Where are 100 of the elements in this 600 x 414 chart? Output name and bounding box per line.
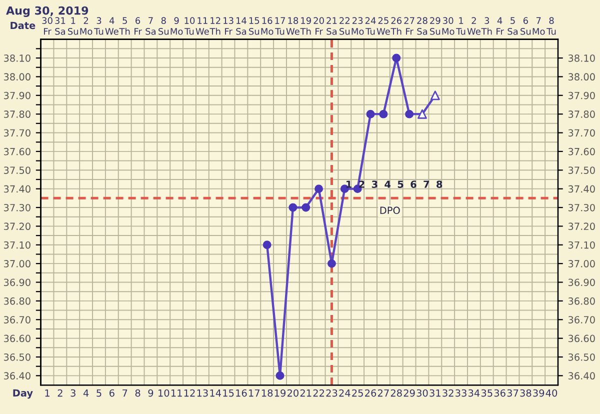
x2-tick-label: 1 Tu xyxy=(456,17,466,35)
x2-tick-label: 23 Mo xyxy=(352,17,364,35)
x-tick-label: 37 xyxy=(507,389,518,397)
x2-tick-label: 4 Fr xyxy=(496,17,504,35)
y2-tick-label: 37.40 xyxy=(568,185,595,193)
annotation: DPO xyxy=(380,206,400,214)
x2-tick-label: 6 Fr xyxy=(134,17,142,35)
x2-tick-label: 1 Su xyxy=(68,17,78,35)
y-tick-label: 37.00 xyxy=(4,260,30,268)
y-tick-label: 37.20 xyxy=(4,222,30,230)
point xyxy=(379,110,388,118)
x2-tick-label: 3 Th xyxy=(481,17,492,35)
y2-tick-label: 37.10 xyxy=(568,241,595,249)
x2-tick-label: 16 Mo xyxy=(261,17,274,35)
x-tick-label: 35 xyxy=(481,389,492,397)
y-tick-label: 37.90 xyxy=(4,92,30,100)
y-tick-label: 37.60 xyxy=(4,148,30,156)
x-tick-label: 21 xyxy=(300,389,312,397)
x-tick-label: 18 xyxy=(262,389,273,397)
x-tick-label: 17 xyxy=(249,389,260,397)
y-tick-label: 36.80 xyxy=(4,297,30,305)
y2-tick-label: 37.50 xyxy=(568,166,595,174)
x2-tick-label: 2 We xyxy=(467,17,480,35)
x2-tick-label: 4 We xyxy=(105,17,118,35)
y2-tick-label: 37.30 xyxy=(568,204,595,212)
x2-tick-label: 5 Sa xyxy=(508,17,518,35)
y2-tick-label: 36.60 xyxy=(568,334,595,342)
y2-tick-label: 36.90 xyxy=(568,278,595,286)
y2-tick-label: 37.70 xyxy=(568,129,595,137)
y2-tick-label: 37.80 xyxy=(568,110,595,118)
x-tick-label: 26 xyxy=(365,389,376,397)
x2-tick-label: 12 Th xyxy=(210,17,220,35)
x2-tick-label: 10 Tu xyxy=(184,17,195,35)
x-tick-label: 34 xyxy=(468,389,480,397)
y-tick-label: 36.60 xyxy=(4,334,30,342)
x2-tick-label: 18 We xyxy=(286,17,300,35)
x2-tick-label: 11 We xyxy=(196,17,209,35)
y2-tick-label: 37.90 xyxy=(568,92,595,100)
y2-tick-label: 36.50 xyxy=(568,353,595,361)
x-tick-label: 29 xyxy=(404,389,415,397)
point xyxy=(430,90,440,100)
x2-tick-label: 27 Fr xyxy=(404,17,414,35)
point xyxy=(417,109,427,119)
x2-axis-title: Date xyxy=(10,22,36,30)
x-tick-label: 3 xyxy=(70,389,76,397)
y-tick-label: 37.40 xyxy=(4,185,30,193)
x2-tick-label: 24 Tu xyxy=(365,17,376,35)
y-tick-label: 37.10 xyxy=(4,241,30,249)
x2-tick-label: 7 Mo xyxy=(532,17,545,35)
x-tick-label: 20 xyxy=(287,389,298,397)
point xyxy=(327,259,336,268)
x-tick-label: 5 xyxy=(96,389,102,397)
x2-tick-label: 8 Tu xyxy=(546,17,556,35)
y2-tick-label: 38.00 xyxy=(568,73,595,81)
x2-tick-label: 29 Su xyxy=(430,17,440,35)
x2-tick-label: 31 Sa xyxy=(55,17,66,35)
point xyxy=(392,54,401,62)
annotation: 1 xyxy=(346,180,352,188)
x-tick-label: 40 xyxy=(546,389,558,397)
x2-tick-label: 30 Fr xyxy=(42,17,52,35)
x-tick-label: 15 xyxy=(223,389,234,397)
x-tick-label: 38 xyxy=(520,389,532,397)
x-tick-label: 2 xyxy=(58,389,62,397)
y2-tick-label: 37.60 xyxy=(568,148,595,156)
point xyxy=(405,110,414,118)
y-tick-label: 36.50 xyxy=(4,353,30,361)
x2-tick-label: 5 Th xyxy=(119,17,130,35)
point xyxy=(288,203,298,212)
x2-tick-label: 3 Tu xyxy=(94,17,104,35)
x-tick-label: 13 xyxy=(197,389,208,397)
annotation: 6 xyxy=(410,180,416,188)
x-tick-label: 32 xyxy=(442,389,454,397)
x-tick-label: 4 xyxy=(83,389,89,397)
y-tick-label: 38.00 xyxy=(4,73,30,81)
x-tick-label: 23 xyxy=(326,389,338,397)
x-tick-label: 7 xyxy=(122,389,128,397)
x-tick-label: 9 xyxy=(148,389,154,397)
x2-tick-label: 15 Su xyxy=(249,17,260,35)
x2-tick-label: 17 Tu xyxy=(275,17,285,35)
x-tick-label: 24 xyxy=(339,389,350,397)
point xyxy=(276,371,284,380)
x-tick-label: 11 xyxy=(171,389,182,397)
y2-tick-label: 37.20 xyxy=(568,222,595,230)
annotation: 3 xyxy=(372,180,378,188)
x-tick-label: 12 xyxy=(184,389,195,397)
annotation: 4 xyxy=(384,180,391,188)
point xyxy=(314,184,324,194)
x-tick-label: 19 xyxy=(274,389,286,397)
x2-tick-label: 19 Th xyxy=(300,17,311,35)
y-tick-label: 37.30 xyxy=(4,204,30,212)
y2-tick-label: 37.00 xyxy=(568,260,595,268)
x2-tick-label: 22 Su xyxy=(340,17,350,35)
point xyxy=(366,110,375,118)
y2-tick-label: 36.80 xyxy=(568,297,595,305)
annotation: 5 xyxy=(398,180,404,188)
chart-title: Aug 30, 2019 xyxy=(6,6,88,17)
x-tick-label: 30 xyxy=(416,389,428,397)
x2-tick-label: 14 Sa xyxy=(236,17,246,35)
y-tick-label: 38.10 xyxy=(4,54,30,62)
x2-tick-label: 21 Sa xyxy=(326,17,337,35)
